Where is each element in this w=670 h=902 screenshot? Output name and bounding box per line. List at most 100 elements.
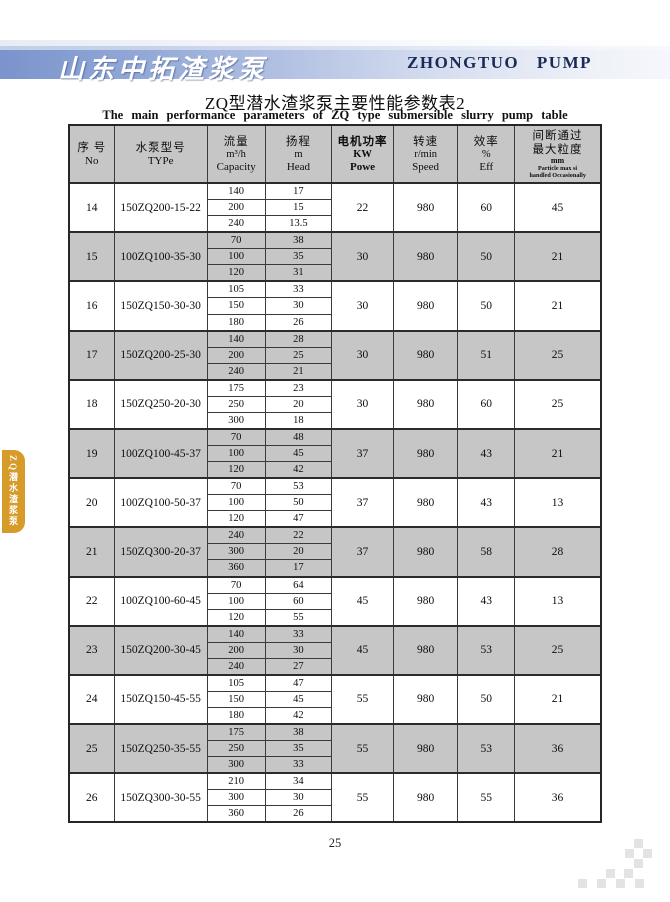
efficiency-value: 53 bbox=[458, 626, 516, 674]
speed-value: 980 bbox=[394, 725, 459, 773]
efficiency-value: 50 bbox=[458, 675, 516, 724]
head-cell: 53 50 47 bbox=[265, 479, 333, 527]
efficiency-value: 43 bbox=[458, 479, 516, 527]
pump-model: 150ZQ200-15-22 bbox=[115, 184, 208, 232]
page-title: ZQ型潜水渣浆泵主要性能参数表2 bbox=[204, 94, 466, 113]
head-value: 42 bbox=[293, 710, 304, 722]
power-value: 45 bbox=[332, 626, 394, 674]
capacity-value: 360 bbox=[228, 562, 245, 574]
capacity-value: 240 bbox=[228, 365, 245, 377]
particle-value: 13 bbox=[551, 595, 564, 608]
particle-value: 45 bbox=[551, 201, 564, 214]
header-power: 电机功率 KW Powe bbox=[332, 126, 394, 182]
head-value: 47 bbox=[265, 676, 332, 692]
efficiency-value: 50 bbox=[458, 282, 516, 330]
power-value: 37 bbox=[332, 479, 394, 527]
header-particle: 间断通过 最大粒度 mm Particle max si handled Occ… bbox=[529, 130, 586, 179]
speed-value: 980 bbox=[394, 331, 459, 379]
capacity-value: 70 bbox=[207, 430, 265, 446]
particle-value: 25 bbox=[551, 398, 564, 411]
head-value: 30 bbox=[265, 298, 332, 315]
efficiency-value: 60 bbox=[458, 380, 516, 428]
efficiency-value: 60 bbox=[458, 184, 516, 232]
table-row: 22 100ZQ100-60-45 70 100 120 64 60 55 45… bbox=[70, 575, 600, 625]
capacity-value: 120 bbox=[228, 611, 245, 623]
capacity-value: 120 bbox=[228, 464, 245, 476]
efficiency-value: 43 bbox=[458, 429, 516, 478]
capacity-value: 200 bbox=[207, 348, 265, 364]
head-value: 34 bbox=[265, 774, 332, 791]
head-value: 21 bbox=[293, 365, 304, 377]
head-value: 38 bbox=[265, 725, 332, 742]
particle-value: 28 bbox=[551, 545, 564, 558]
capacity-value: 300 bbox=[207, 544, 265, 561]
capacity-value: 100 bbox=[207, 495, 265, 512]
capacity-value: 300 bbox=[207, 790, 265, 807]
head-cell: 47 45 42 bbox=[265, 675, 333, 724]
row-number: 20 bbox=[70, 479, 115, 527]
head-value: 15 bbox=[265, 200, 332, 217]
head-value: 20 bbox=[265, 397, 332, 413]
capacity-cell: 140 200 240 bbox=[207, 626, 266, 674]
page-number: 25 bbox=[328, 836, 342, 850]
efficiency-value: 50 bbox=[458, 233, 516, 281]
capacity-value: 300 bbox=[228, 414, 245, 426]
table-row: 21 150ZQ300-20-37 240 300 360 22 20 17 3… bbox=[70, 526, 600, 576]
row-number: 23 bbox=[70, 626, 115, 674]
capacity-value: 140 bbox=[207, 184, 265, 201]
particle-value: 21 bbox=[551, 250, 564, 263]
capacity-value: 120 bbox=[228, 267, 245, 279]
power-value: 30 bbox=[332, 331, 394, 379]
side-tab-label: ZQ潜水渣浆泵 bbox=[8, 455, 18, 528]
row-number: 24 bbox=[70, 675, 115, 724]
capacity-cell: 210 300 360 bbox=[207, 774, 266, 822]
table-row: 15 100ZQ100-35-30 70 100 120 38 35 31 30… bbox=[70, 231, 600, 281]
row-number: 26 bbox=[70, 774, 115, 822]
head-cell: 23 20 18 bbox=[265, 380, 333, 428]
head-value: 25 bbox=[265, 348, 332, 364]
capacity-value: 70 bbox=[207, 479, 265, 496]
head-value: 47 bbox=[293, 513, 304, 525]
particle-value: 25 bbox=[551, 349, 564, 362]
capacity-value: 240 bbox=[228, 660, 245, 672]
capacity-cell: 70 100 120 bbox=[207, 233, 266, 281]
capacity-value: 150 bbox=[207, 692, 265, 708]
head-value: 26 bbox=[293, 316, 304, 328]
row-number: 25 bbox=[70, 725, 115, 773]
power-value: 22 bbox=[332, 184, 394, 232]
table-row: 24 150ZQ150-45-55 105 150 180 47 45 42 5… bbox=[70, 673, 600, 724]
capacity-value: 100 bbox=[207, 594, 265, 610]
pump-model: 100ZQ100-50-37 bbox=[115, 479, 208, 527]
pump-model: 150ZQ150-45-55 bbox=[115, 675, 208, 724]
head-value: 23 bbox=[265, 381, 332, 397]
capacity-cell: 70 100 120 bbox=[207, 479, 266, 527]
capacity-cell: 240 300 360 bbox=[207, 528, 266, 576]
table-row: 20 100ZQ100-50-37 70 100 120 53 50 47 37… bbox=[70, 477, 600, 527]
power-value: 45 bbox=[332, 577, 394, 625]
head-value: 17 bbox=[265, 184, 332, 201]
head-value: 30 bbox=[265, 643, 332, 659]
power-value: 55 bbox=[332, 725, 394, 773]
head-value: 45 bbox=[265, 692, 332, 708]
power-value: 37 bbox=[332, 429, 394, 478]
capacity-value: 200 bbox=[207, 200, 265, 217]
speed-value: 980 bbox=[394, 774, 459, 822]
speed-value: 980 bbox=[394, 184, 459, 232]
pump-model: 150ZQ250-20-30 bbox=[115, 380, 208, 428]
head-cell: 28 25 21 bbox=[265, 331, 333, 379]
head-cell: 38 35 33 bbox=[265, 725, 333, 773]
capacity-value: 175 bbox=[207, 381, 265, 397]
particle-value: 36 bbox=[551, 791, 564, 804]
head-cell: 17 15 13.5 bbox=[265, 184, 333, 232]
capacity-cell: 175 250 300 bbox=[207, 380, 266, 428]
capacity-value: 210 bbox=[207, 774, 265, 791]
efficiency-value: 53 bbox=[458, 725, 516, 773]
capacity-value: 100 bbox=[207, 249, 265, 266]
row-number: 18 bbox=[70, 380, 115, 428]
head-value: 26 bbox=[293, 808, 304, 820]
capacity-value: 300 bbox=[228, 759, 245, 771]
header-efficiency: 效率 % Eff bbox=[458, 126, 516, 182]
speed-value: 980 bbox=[394, 675, 459, 724]
head-value: 18 bbox=[293, 414, 304, 426]
